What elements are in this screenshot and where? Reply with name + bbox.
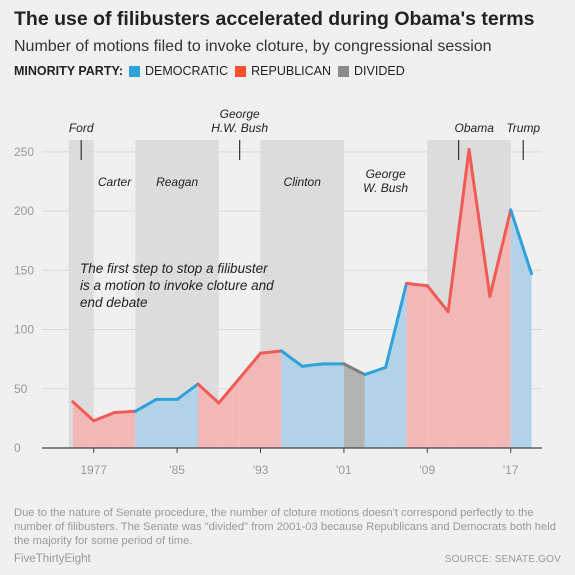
annotation-line: is a motion to invoke cloture and: [80, 278, 274, 293]
line-segment-1985: [175, 382, 200, 401]
presidency-label-4: Clinton: [284, 175, 322, 189]
line-segment-1993: [259, 349, 283, 355]
line-segment-1997: [300, 362, 325, 368]
presidency-label-line: H.W. Bush: [211, 121, 268, 135]
chart-subtitle: Number of motions filed to invoke clotur…: [14, 38, 492, 55]
line-segment-2001: [342, 362, 367, 377]
line-segment-2005: [384, 281, 408, 369]
legend-item-republican: REPUBLICAN: [235, 64, 331, 78]
area-segment-1985: [177, 384, 198, 448]
line-segment-2015: [488, 208, 513, 298]
annotation-line: end debate: [80, 295, 148, 310]
area-segment-2017: [510, 209, 532, 448]
legend: MINORITY PARTY: DEMOCRATIC REPUBLICAN DI…: [14, 64, 412, 78]
area-segment-1977: [93, 412, 115, 448]
line-segment-1977: [92, 410, 117, 423]
y-tick-label: 50: [14, 382, 28, 396]
line-segment-2009: [425, 284, 450, 314]
area-segment-2005: [385, 283, 407, 448]
area-segment-1979: [114, 411, 136, 448]
presidency-label-3: George H.W. Bush: [211, 107, 268, 135]
line-segment-2017: [509, 208, 534, 276]
presidency-label-line: George: [366, 167, 406, 181]
area-segment-1995: [281, 350, 303, 448]
presidency-label-0: Ford: [69, 121, 94, 135]
area-segment-2013: [469, 149, 490, 448]
presidency-label-line: Clinton: [284, 175, 322, 189]
presidency-label-5: George W. Bush: [363, 167, 408, 195]
line-segment-2003: [363, 365, 388, 377]
legend-title: MINORITY PARTY:: [14, 64, 124, 78]
line-segment-2013: [467, 147, 492, 298]
legend-swatch-republican: [235, 65, 247, 77]
area-segment-1981: [135, 399, 157, 448]
presidency-label-line: Obama: [455, 121, 495, 135]
x-tick-label: 1977: [80, 463, 107, 477]
annotation-line: The first step to stop a filibuster: [80, 261, 268, 276]
y-tick-label: 100: [14, 323, 34, 337]
chart-title: The use of filibusters accelerated durin…: [14, 8, 535, 30]
area-segment-2007: [406, 283, 428, 448]
annotation-text: The first step to stop a filibuster is a …: [80, 261, 274, 310]
area-segment-1989: [218, 378, 240, 448]
presidency-label-line: Ford: [69, 121, 94, 135]
area-segment-1991: [239, 353, 261, 448]
y-tick-label: 200: [14, 204, 34, 218]
legend-item-divided: DIVIDED: [338, 64, 405, 78]
presidency-label-1: Carter: [98, 175, 132, 189]
area-segment-1999: [323, 363, 344, 448]
area-segment-2009: [427, 285, 449, 448]
presidency-label-line: Trump: [506, 121, 540, 135]
presidency-label-line: Reagan: [156, 175, 198, 189]
x-tick-label: '93: [253, 463, 269, 477]
legend-label-divided: DIVIDED: [354, 64, 405, 78]
line-segment-1979: [113, 409, 137, 414]
presidency-label-line: George: [220, 107, 260, 121]
x-tick-label: '01: [336, 463, 352, 477]
cloture-chart: 0 50 100 150 200 250 1977 '85 '93 '01 '09 '17 Ford Ca…: [14, 107, 542, 477]
area-segment-1993: [260, 350, 282, 448]
area-segment-1975: [72, 401, 94, 448]
legend-swatch-divided: [338, 65, 350, 77]
legend-item-democratic: DEMOCRATIC: [129, 64, 228, 78]
brand-label: FiveThirtyEight: [14, 553, 91, 565]
x-tick-label: '85: [169, 463, 185, 477]
presidency-label-line: W. Bush: [363, 181, 408, 195]
area-segment-2011: [448, 149, 470, 448]
y-tick-label: 150: [14, 263, 34, 277]
area-segment-1983: [156, 399, 178, 448]
area-segment-2015: [489, 209, 511, 448]
presidency-label-2: Reagan: [156, 175, 198, 189]
line-segment-2011: [446, 147, 471, 314]
area-segment-2003: [364, 367, 386, 448]
legend-label-democratic: DEMOCRATIC: [145, 64, 229, 78]
presidency-band-0: [68, 140, 94, 448]
legend-swatch-democratic: [129, 65, 141, 77]
line-segment-1995: [279, 349, 304, 368]
line-segment-2007: [404, 281, 429, 288]
x-tick-label: '17: [503, 463, 519, 477]
area-segment-2001: [343, 363, 365, 448]
source-label: SOURCE: SENATE.GOV: [444, 554, 561, 565]
x-tick-label: '09: [419, 463, 435, 477]
presidency-label-line: Carter: [98, 175, 132, 189]
presidency-label-7: Trump: [506, 121, 540, 135]
y-tick-label: 250: [14, 145, 34, 159]
footnote: Due to the nature of Senate procedure, t…: [14, 507, 556, 547]
line-segment-1989: [217, 376, 242, 405]
y-tick-label: 0: [14, 441, 21, 455]
line-segment-1987: [196, 382, 221, 405]
line-segment-1975: [71, 400, 96, 423]
line-segment-1991: [238, 351, 263, 380]
legend-label-republican: REPUBLICAN: [251, 64, 332, 78]
line-segment-1981: [133, 397, 158, 413]
area-segment-1997: [302, 363, 324, 448]
presidency-label-6: Obama: [455, 121, 495, 135]
